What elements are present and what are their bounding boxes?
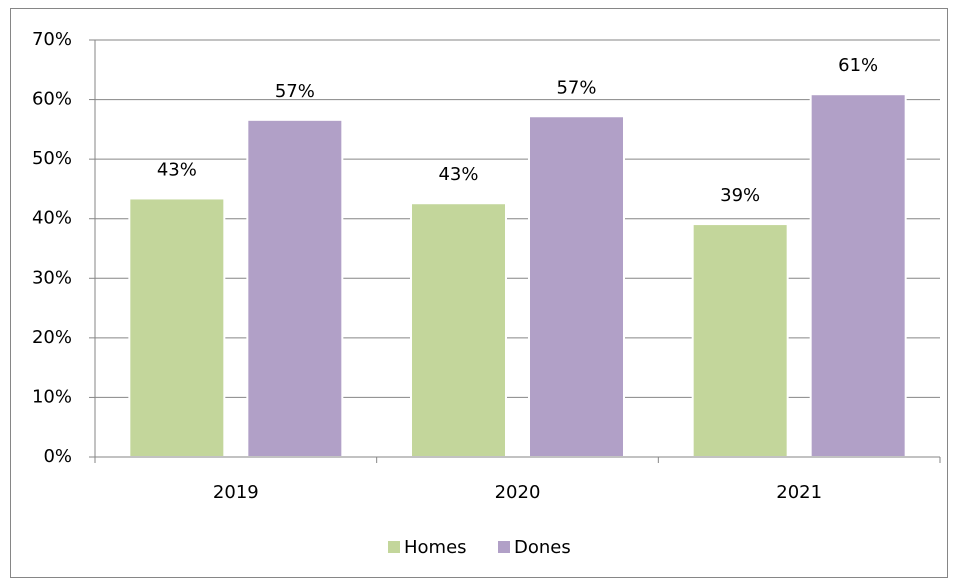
y-tick-label: 50% bbox=[32, 148, 72, 169]
y-tick-label: 30% bbox=[32, 267, 72, 288]
x-tick-label: 2020 bbox=[495, 482, 541, 503]
legend-swatch bbox=[388, 541, 400, 553]
bar bbox=[128, 197, 226, 459]
legend-label: Dones bbox=[514, 537, 571, 558]
bar bbox=[528, 115, 625, 458]
y-tick-label: 10% bbox=[32, 386, 72, 407]
data-label: 43% bbox=[157, 159, 197, 180]
x-tick-label: 2019 bbox=[213, 482, 259, 503]
data-label: 43% bbox=[438, 164, 478, 185]
data-label: 57% bbox=[556, 77, 596, 98]
y-tick-label: 40% bbox=[32, 208, 72, 229]
legend-swatch bbox=[498, 541, 510, 553]
y-tick-label: 60% bbox=[32, 89, 72, 110]
legend-label: Homes bbox=[404, 537, 467, 558]
y-tick-label: 70% bbox=[32, 29, 72, 50]
data-label: 39% bbox=[720, 185, 760, 206]
x-tick-label: 2021 bbox=[776, 482, 822, 503]
bar bbox=[809, 93, 907, 459]
bar bbox=[246, 118, 344, 458]
data-label: 57% bbox=[275, 81, 315, 102]
y-tick-label: 20% bbox=[32, 327, 72, 348]
y-tick-label: 0% bbox=[43, 446, 72, 467]
bar bbox=[410, 202, 507, 458]
bar bbox=[691, 223, 789, 458]
data-label: 61% bbox=[838, 55, 878, 76]
